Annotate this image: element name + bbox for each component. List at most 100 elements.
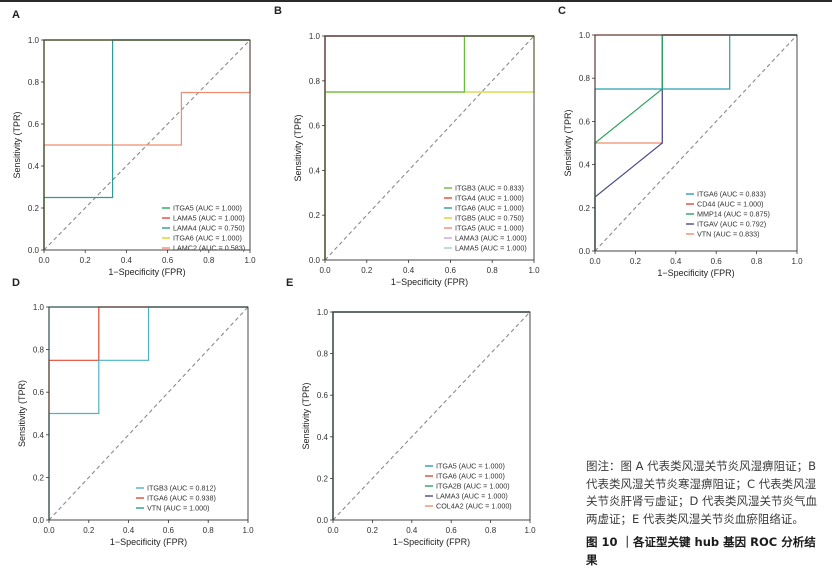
y-tick-label: 1.0	[33, 303, 45, 312]
y-tick-label: 1.0	[28, 36, 40, 45]
y-axis-title: Sensitivity (TPR)	[563, 109, 573, 176]
x-tick-label: 1.0	[528, 266, 540, 275]
x-tick-label: 0.0	[319, 266, 331, 275]
x-tick-label: 0.6	[162, 256, 174, 265]
y-tick-label: 0.6	[317, 391, 329, 400]
y-tick-label: 0.8	[309, 77, 321, 86]
x-tick-label: 0.2	[80, 256, 92, 265]
legend-entry: ITGA5 (AUC = 1.000)	[173, 204, 242, 213]
legend: ITGA5 (AUC = 1.000)LAMA5 (AUC = 1.000)LA…	[162, 204, 245, 253]
legend-entry: ITGA6 (AUC = 1.000)	[455, 204, 524, 213]
y-tick-label: 0.8	[33, 346, 45, 355]
y-tick-label: 0.4	[33, 431, 45, 440]
x-tick-label: 0.4	[403, 266, 415, 275]
legend-entry: ITGB3 (AUC = 0.833)	[455, 184, 524, 193]
x-tick-label: 0.8	[485, 526, 497, 535]
x-axis-title: 1−Specificity (FPR)	[393, 537, 470, 547]
y-tick-label: 0.2	[33, 473, 45, 482]
panel-c: C 0.0 0.2 0.4 0.6 0.8 1.0 0.0 0.2 0.4 0.6 0.8 1.0 1−S…	[558, 5, 803, 278]
figure-caption: 图注：图 A 代表类风湿关节炎风湿痹阻证；B 代表类风湿关节炎寒湿痹阻证；C 代…	[586, 458, 822, 569]
reference-diagonal	[594, 34, 798, 252]
x-axis-title: 1−Specificity (FPR)	[657, 268, 734, 278]
y-tick-label: 0.2	[309, 211, 321, 220]
panel-a: A 0.0 0.2 0.4 0.6 0.8 1.0 0.0 0.2 0.4 0.6 0.8 1.0 1−S…	[12, 9, 256, 277]
legend-entry: ITGB5 (AUC = 0.750)	[455, 214, 524, 223]
legend-entry: ITGA6 (AUC = 1.000)	[173, 234, 242, 243]
legend-entry: LAMA5 (AUC = 1.000)	[455, 244, 527, 253]
y-tick-label: 0.6	[28, 120, 40, 129]
panel-label-b: B	[274, 5, 282, 17]
top-rule	[0, 0, 832, 2]
x-tick-label: 0.2	[630, 257, 642, 266]
panel-label-c: C	[558, 5, 566, 17]
x-tick-label: 0.0	[43, 526, 55, 535]
y-tick-label: 0.0	[33, 516, 45, 525]
plot-frame	[324, 35, 535, 261]
legend-entry: LAMC2 (AUC = 0.583)	[173, 244, 245, 253]
legend-entry: VTN (AUC = 1.000)	[147, 504, 210, 513]
legend-entry: ITGA6 (AUC = 0.938)	[147, 494, 216, 503]
x-tick-label: 1.0	[242, 526, 254, 535]
legend-entry: ITGA5 (AUC = 1.000)	[455, 224, 524, 233]
y-tick-label: 1.0	[309, 32, 321, 41]
reference-diagonal	[332, 311, 531, 521]
y-tick-label: 0.0	[317, 516, 329, 525]
y-axis-title: Sensitivity (TPR)	[301, 382, 311, 449]
legend: ITGB3 (AUC = 0.833)ITGA4 (AUC = 1.000)IT…	[444, 184, 527, 253]
x-tick-label: 0.2	[367, 526, 379, 535]
x-tick-label: 0.8	[203, 256, 215, 265]
x-tick-label: 1.0	[244, 256, 256, 265]
x-tick-label: 0.8	[751, 257, 763, 266]
panel-d: D 0.0 0.2 0.4 0.6 0.8 1.0 0.0 0.2 0.4 0.6 0.8 1.0 1−S…	[12, 277, 254, 547]
y-tick-label: 0.4	[317, 433, 329, 442]
y-tick-label: 0.8	[28, 78, 40, 87]
legend-entry: ITGA6 (AUC = 1.000)	[436, 472, 505, 481]
x-axis-title: 1−Specificity (FPR)	[110, 537, 187, 547]
plot-frame	[594, 34, 798, 252]
y-tick-label: 1.0	[317, 308, 329, 317]
x-tick-label: 0.0	[327, 526, 339, 535]
legend-entry: MMP14 (AUC = 0.875)	[697, 210, 770, 219]
y-tick-label: 0.8	[579, 74, 591, 83]
x-tick-label: 0.4	[121, 256, 133, 265]
y-tick-label: 0.4	[309, 166, 321, 175]
x-tick-label: 1.0	[791, 257, 803, 266]
y-tick-label: 0.6	[309, 122, 321, 131]
y-tick-label: 0.2	[28, 204, 40, 213]
legend-entry: COL4A2 (AUC = 1.000)	[436, 502, 512, 511]
y-axis-title: Sensitivity (TPR)	[17, 380, 27, 447]
x-tick-label: 1.0	[524, 526, 536, 535]
legend: ITGA6 (AUC = 0.833)CD44 (AUC = 1.000)MMP…	[686, 190, 770, 239]
legend-entry: ITGA2B (AUC = 1.000)	[436, 482, 510, 491]
legend-entry: ITGA6 (AUC = 0.833)	[697, 190, 766, 199]
legend-entry: CD44 (AUC = 1.000)	[697, 200, 764, 209]
y-tick-label: 0.8	[317, 350, 329, 359]
legend-entry: ITGAV (AUC = 0.792)	[697, 220, 766, 229]
legend-entry: ITGA5 (AUC = 1.000)	[436, 462, 505, 471]
x-tick-label: 0.4	[406, 526, 418, 535]
legend-entry: LAMA3 (AUC = 1.000)	[455, 234, 527, 243]
plot-frame	[43, 39, 251, 251]
x-axis-title: 1−Specificity (FPR)	[391, 277, 468, 287]
y-tick-label: 0.6	[33, 388, 45, 397]
caption-title: 图 10 ｜各证型关键 hub 基因 ROC 分析结果	[586, 535, 816, 567]
reference-diagonal	[324, 35, 535, 261]
panel-e: E 0.0 0.2 0.4 0.6 0.8 1.0 0.0 0.2 0.4 0.6 0.8 1.0 1−S…	[286, 277, 536, 547]
y-axis-title: Sensitivity (TPR)	[12, 111, 22, 178]
y-tick-label: 0.2	[579, 204, 591, 213]
legend-entry: ITGB3 (AUC = 0.812)	[147, 484, 216, 493]
legend: ITGB3 (AUC = 0.812)ITGA6 (AUC = 0.938)VT…	[136, 484, 216, 513]
x-tick-label: 0.6	[446, 526, 458, 535]
x-tick-label: 0.8	[203, 526, 215, 535]
x-tick-label: 0.0	[589, 257, 601, 266]
legend-entry: ITGA4 (AUC = 1.000)	[455, 194, 524, 203]
y-tick-label: 0.2	[317, 474, 329, 483]
y-tick-label: 0.0	[309, 256, 321, 265]
y-axis-title: Sensitivity (TPR)	[293, 114, 303, 181]
y-tick-label: 0.0	[579, 247, 591, 256]
panel-label-d: D	[12, 277, 20, 289]
x-axis-title: 1−Specificity (FPR)	[108, 267, 185, 277]
legend-entry: VTN (AUC = 0.833)	[697, 230, 760, 239]
x-tick-label: 0.0	[38, 256, 50, 265]
